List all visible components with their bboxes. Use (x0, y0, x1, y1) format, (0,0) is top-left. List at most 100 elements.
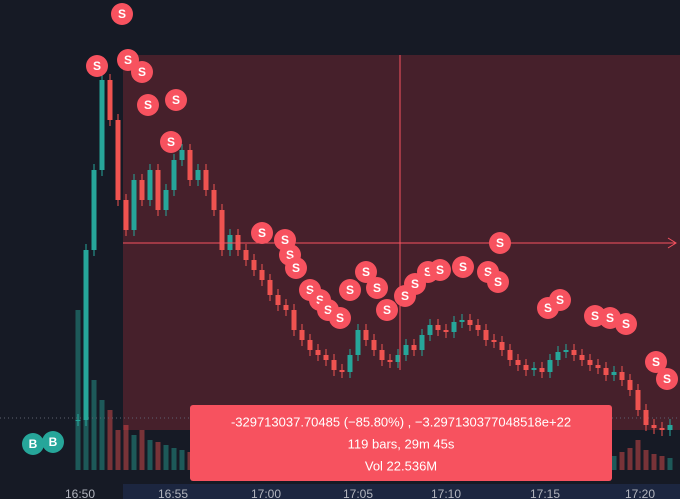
sell-marker (285, 257, 307, 279)
sell-marker (329, 307, 351, 329)
candle-body (459, 320, 465, 322)
candle-body (131, 180, 137, 230)
volume-bar (643, 450, 649, 470)
candle-body (363, 330, 369, 340)
sell-label: S (544, 301, 552, 315)
candle-body (587, 360, 593, 365)
sell-label: S (362, 265, 370, 279)
sell-label: S (292, 261, 300, 275)
volume-bar (619, 452, 625, 470)
candle-body (643, 410, 649, 425)
candle-body (651, 425, 657, 428)
volume-bar (667, 458, 673, 470)
candle-body (259, 270, 265, 280)
sell-label: S (652, 355, 660, 369)
sell-label: S (138, 65, 146, 79)
candle-body (275, 295, 281, 305)
candle-body (107, 80, 113, 120)
candle-body (483, 330, 489, 340)
candle-body (571, 350, 577, 355)
sell-marker (137, 94, 159, 116)
sell-marker (366, 277, 388, 299)
sell-label: S (401, 289, 409, 303)
sell-label: S (383, 303, 391, 317)
x-tick-label: 17:10 (431, 487, 461, 499)
sell-marker (452, 256, 474, 278)
sell-label: S (663, 372, 671, 386)
candle-body (339, 370, 345, 372)
sell-label: S (258, 226, 266, 240)
volume-bar (651, 454, 657, 470)
measure-arrow (667, 237, 677, 249)
candle-body (467, 320, 473, 325)
candle-body (443, 330, 449, 332)
candle-body (475, 325, 481, 330)
volume-bar (635, 440, 641, 470)
candle-body (243, 250, 249, 260)
candle-body (115, 120, 121, 200)
x-tick-label: 17:15 (530, 487, 560, 499)
sell-label: S (496, 236, 504, 250)
candle-body (155, 170, 161, 210)
candle-body (195, 170, 201, 180)
candle-body (395, 355, 401, 362)
sell-label: S (556, 293, 564, 307)
volume-bar (611, 456, 617, 470)
candle-body (187, 150, 193, 180)
candle-body (347, 355, 353, 372)
x-tick-label: 17:20 (625, 487, 655, 499)
x-tick-label: 16:55 (158, 487, 188, 499)
candle-body (411, 345, 417, 350)
sell-marker (111, 3, 133, 25)
measure-volume: Vol 22.536M (365, 458, 437, 473)
volume-bar (147, 440, 153, 470)
sell-label: S (93, 59, 101, 73)
candle-body (507, 350, 513, 360)
sell-label: S (124, 53, 132, 67)
sell-label: S (346, 283, 354, 297)
candle-body (499, 342, 505, 350)
candle-body (203, 170, 209, 190)
sell-label: S (172, 93, 180, 107)
sell-marker (645, 351, 667, 373)
sell-label: S (606, 311, 614, 325)
volume-bar (163, 445, 169, 470)
sell-marker (615, 313, 637, 335)
volume-bar (171, 448, 177, 470)
volume-bar (91, 380, 97, 470)
sell-label: S (424, 265, 432, 279)
sell-marker (160, 131, 182, 153)
candle-body (283, 305, 289, 310)
candle-body (435, 325, 441, 330)
candle-body (619, 372, 625, 380)
sell-label: S (118, 7, 126, 21)
sell-label: S (411, 277, 419, 291)
sell-label: S (436, 263, 444, 277)
x-tick-label: 17:05 (343, 487, 373, 499)
candle-body (75, 420, 81, 421)
buy-marker (22, 433, 44, 455)
candle-body (139, 180, 145, 200)
sell-label: S (591, 309, 599, 323)
volume-bar (659, 456, 665, 470)
sell-marker (549, 289, 571, 311)
sell-label: S (494, 275, 502, 289)
candle-body (299, 330, 305, 340)
sell-label: S (373, 281, 381, 295)
candle-body (547, 360, 553, 372)
candle-body (83, 250, 89, 420)
candle-body (515, 360, 521, 365)
candle-body (171, 160, 177, 190)
candle-body (179, 150, 185, 160)
candle-body (419, 335, 425, 350)
buy-label: B (29, 437, 38, 451)
candle-body (323, 355, 329, 360)
candle-body (379, 350, 385, 360)
volume-bar (107, 410, 113, 470)
volume-bar (131, 435, 137, 470)
sell-label: S (459, 260, 467, 274)
measure-tooltip (190, 405, 612, 481)
volume-bar (155, 442, 161, 470)
candle-body (267, 280, 273, 295)
